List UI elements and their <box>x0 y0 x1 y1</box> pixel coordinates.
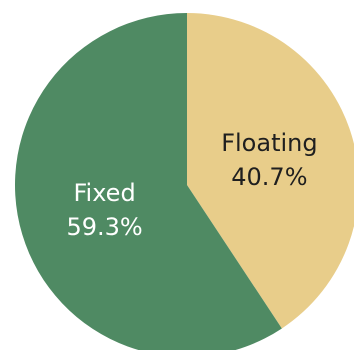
slice-value-label: 59.3% <box>66 213 142 241</box>
pie-labels: Floating 40.7% Fixed 59.3% <box>66 129 317 241</box>
slice-value-label: 40.7% <box>231 163 307 191</box>
pie-slice-floating <box>187 13 354 329</box>
pie-slice-fixed <box>15 13 282 350</box>
pie-slices <box>15 13 354 350</box>
slice-name-label: Fixed <box>73 179 135 207</box>
slice-name-label: Floating <box>221 129 317 157</box>
